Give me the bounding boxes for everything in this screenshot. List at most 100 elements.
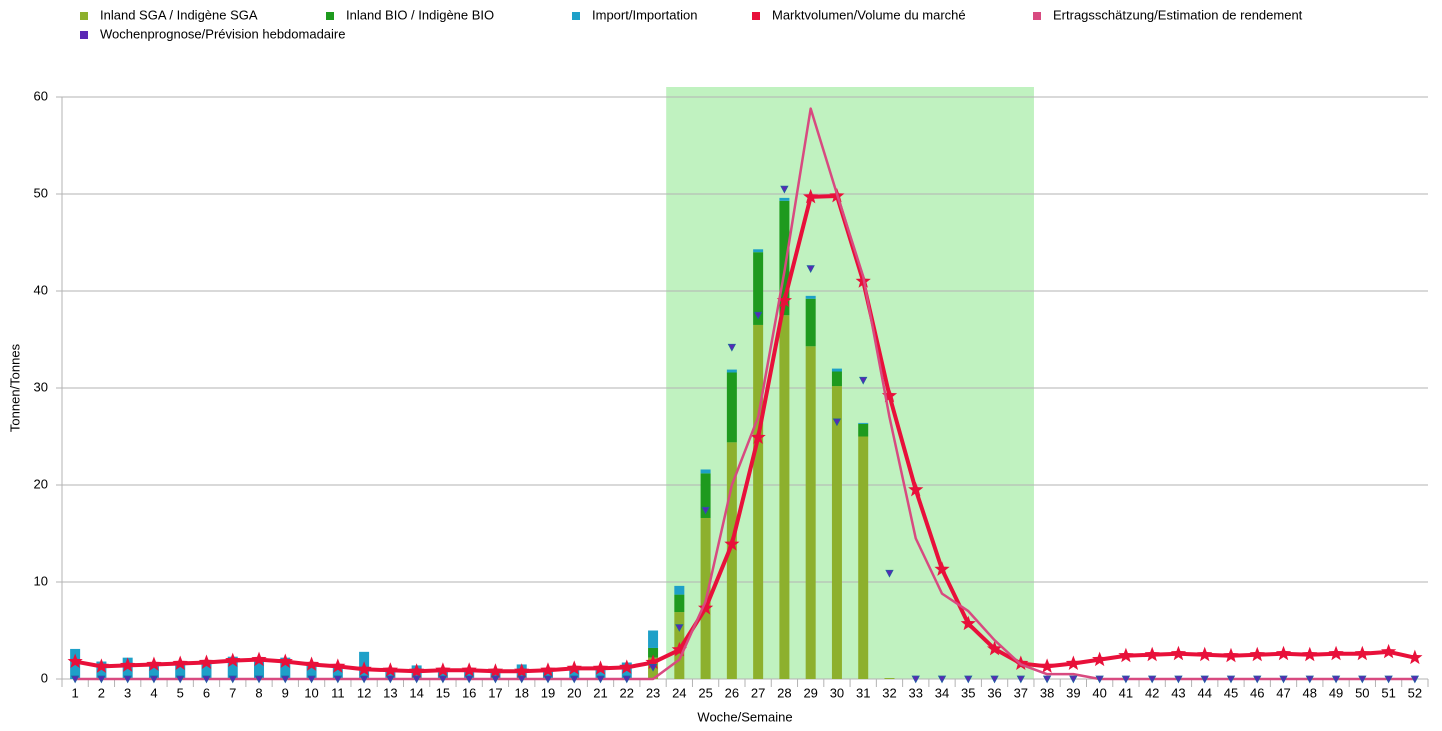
x-tick-label: 15 (436, 685, 450, 700)
line-marker (120, 657, 136, 672)
line-marker (172, 655, 188, 670)
line-marker (1249, 646, 1265, 662)
legend-label: Ertragsschätzung/Estimation de rendement (1053, 7, 1303, 22)
point (1358, 675, 1367, 684)
point (648, 663, 658, 672)
x-tick-label: 24 (672, 685, 686, 700)
x-tick-label: 32 (882, 685, 896, 700)
x-axis-label: Woche/Semaine (697, 709, 792, 724)
bar-segment (437, 669, 448, 679)
line-marker (1328, 645, 1344, 661)
x-tick-label: 5 (177, 685, 184, 700)
x-tick-label: 30 (830, 685, 844, 700)
bar-segment (674, 585, 685, 595)
x-tick-label: 43 (1171, 685, 1185, 700)
line-marker (1092, 651, 1108, 667)
line-marker (487, 663, 504, 678)
legend-label: Wochenprognose/Prévision hebdomadaire (100, 26, 345, 41)
line-marker (1197, 646, 1213, 662)
line-marker (986, 640, 1003, 656)
point (727, 343, 737, 352)
line-marker (93, 658, 110, 673)
bar-segment (779, 200, 790, 316)
x-tick-label: 1 (72, 685, 79, 700)
point (1200, 675, 1209, 684)
point (149, 675, 159, 684)
legend-swatch (80, 12, 88, 20)
x-tick-label: 7 (229, 685, 236, 700)
line-marker (724, 536, 740, 551)
y-tick-label: 30 (34, 379, 48, 394)
x-tick-label: 14 (409, 685, 423, 700)
line-marker (330, 658, 346, 673)
bar-segment (858, 423, 869, 437)
point (1095, 675, 1104, 684)
bar-segment (753, 324, 764, 679)
x-tick-label: 9 (282, 685, 289, 700)
line-marker (1170, 645, 1187, 661)
x-tick-label: 49 (1329, 685, 1343, 700)
y-tick-label: 10 (34, 573, 48, 588)
line (75, 107, 1415, 681)
line (74, 193, 1416, 674)
point (753, 311, 763, 320)
line-marker (1039, 658, 1055, 673)
bar-segment (175, 664, 186, 679)
line-marker (540, 662, 556, 677)
legend-label: Inland BIO / Indigène BIO (346, 7, 494, 22)
point (465, 675, 474, 684)
point (281, 675, 290, 684)
line-marker (225, 652, 241, 668)
x-tick-label: 34 (935, 685, 949, 700)
x-tick-label: 19 (541, 685, 555, 700)
bar-segment (648, 630, 659, 648)
point (1069, 675, 1078, 684)
bar-segment (779, 197, 790, 201)
bar-segment (831, 386, 842, 679)
line-marker (146, 656, 162, 671)
line-marker (1144, 646, 1160, 662)
point (596, 675, 605, 684)
bar-segment (700, 473, 711, 518)
line-marker (1380, 643, 1397, 659)
point (307, 675, 316, 684)
x-tick-label: 17 (488, 685, 502, 700)
bar-segment (858, 422, 869, 424)
x-tick-label: 35 (961, 685, 975, 700)
point (1331, 675, 1341, 684)
x-tick-label: 27 (751, 685, 765, 700)
point (1121, 675, 1131, 684)
point (254, 675, 264, 684)
point (1174, 675, 1183, 684)
line-marker (1118, 647, 1134, 663)
bar-segment (621, 662, 632, 679)
x-tick-label: 31 (856, 685, 870, 700)
bar-segment (595, 666, 606, 679)
line-marker (251, 651, 267, 667)
line-marker (1302, 646, 1318, 662)
x-tick-label: 47 (1276, 685, 1290, 700)
point (806, 265, 815, 274)
line-marker (960, 615, 976, 631)
bar-segment (569, 667, 580, 679)
bar-segment (884, 678, 895, 679)
point (1226, 675, 1236, 684)
bar-segment (96, 661, 107, 679)
x-tick-label: 25 (698, 685, 712, 700)
legend-swatch (572, 12, 580, 20)
bar-segment (726, 372, 737, 443)
y-tick-label: 60 (34, 88, 48, 103)
line-marker (382, 662, 398, 677)
point (202, 675, 211, 684)
line-marker (566, 660, 582, 675)
bar-segment (648, 647, 659, 658)
point (333, 675, 342, 684)
line-marker (1407, 649, 1423, 665)
point (228, 675, 237, 684)
legend-swatch (326, 12, 334, 20)
x-tick-label: 33 (909, 685, 923, 700)
line-marker (592, 660, 609, 675)
point (964, 675, 973, 684)
line-marker (934, 561, 950, 576)
